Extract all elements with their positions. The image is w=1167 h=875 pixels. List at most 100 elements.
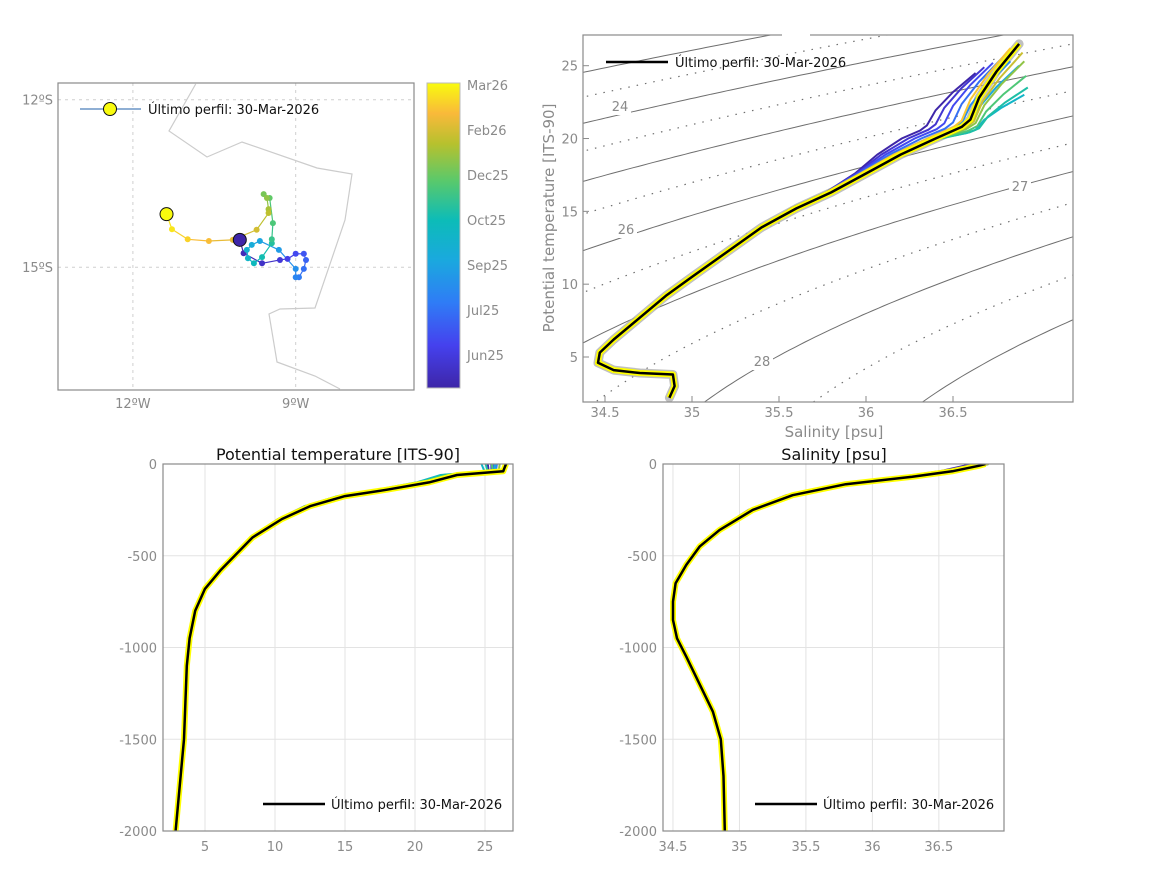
- density-contour: [583, 115, 1073, 252]
- ts-diagram-panel: 24 26 27 28 34.5 35 35.5 36 36.5 5 10 15 20 25 Salin…: [540, 30, 1074, 441]
- density-contour: [594, 201, 1073, 402]
- historic-ts-profiles: [593, 39, 1024, 402]
- tp-xtick-label: 25: [477, 840, 494, 855]
- track-point: [268, 236, 275, 243]
- density-contour: [921, 319, 1073, 402]
- contour-label-bg: [751, 354, 773, 370]
- track-point: [250, 260, 257, 267]
- track-point: [205, 237, 212, 244]
- ts-ytick-label: 5: [570, 351, 578, 366]
- density-contour: [583, 35, 774, 73]
- sp-xtick-label: 35.5: [791, 840, 820, 855]
- map-xtick-label: 12ºW: [115, 397, 151, 412]
- tp-ytick-label: -1500: [119, 733, 157, 748]
- tp-xtick-label: 10: [267, 840, 284, 855]
- track-point: [292, 265, 299, 272]
- map-ytick-label: 15ºS: [22, 261, 53, 276]
- sp-xtick-label: 36: [864, 840, 881, 855]
- colorbar-tick-label: Jul25: [466, 304, 499, 319]
- temperature-profile-panel: Potential temperature [ITS-90] 5 10 15 20 25…: [119, 445, 514, 855]
- temperature-profile-title: Potential temperature [ITS-90]: [216, 445, 460, 464]
- track-point: [265, 210, 272, 217]
- colorbar-tick-label: Jun25: [466, 349, 504, 364]
- colorbar-tick-label: Oct25: [467, 214, 506, 229]
- historic-ts-profile: [596, 60, 1012, 399]
- track-point: [184, 236, 191, 243]
- sp-xtick-label: 36.5: [924, 840, 953, 855]
- track-segment: [256, 212, 270, 231]
- colorbar: [426, 82, 461, 389]
- tp-ytick-label: 0: [149, 458, 157, 473]
- temperature-axes-box: [162, 463, 514, 832]
- track-point: [248, 241, 255, 248]
- track-segment: [171, 228, 189, 240]
- tp-ytick-label: -2000: [119, 825, 157, 840]
- density-contour: [583, 35, 891, 98]
- ts-ytick-label: 20: [561, 133, 578, 148]
- colorbar-tick-label: Dec25: [467, 169, 509, 184]
- track-point: [263, 194, 270, 201]
- salinity-profile-title: Salinity [psu]: [781, 445, 886, 464]
- last-ts-profile: [596, 43, 1021, 399]
- density-contour: [812, 274, 1073, 402]
- track-point: [303, 256, 310, 263]
- density-contour: [583, 142, 1073, 294]
- historic-ts-profile: [596, 47, 1012, 399]
- ts-legend-label: Último perfil: 30-Mar-2026: [675, 55, 846, 71]
- temperature-legend-label: Último perfil: 30-Mar-2026: [331, 797, 502, 813]
- eez-boundary-line: [168, 83, 353, 390]
- first-profile-marker: [232, 232, 247, 247]
- ts-ytick-label: 10: [561, 278, 578, 293]
- ts-legend: Último perfil: 30-Mar-2026: [606, 55, 846, 71]
- colorbar-tick-label: Sep25: [467, 259, 508, 274]
- ts-xtick-label: 36.5: [939, 406, 968, 421]
- track-point: [259, 260, 266, 267]
- salinity-legend-label: Último perfil: 30-Mar-2026: [823, 797, 994, 813]
- map-axes-box: [57, 82, 415, 391]
- ts-xtick-label: 35: [684, 406, 701, 421]
- track-segment: [261, 259, 281, 264]
- sp-xtick-label: 35: [731, 840, 748, 855]
- ts-ytick-label: 15: [561, 205, 578, 220]
- map-legend: Último perfil: 30-Mar-2026: [80, 102, 319, 118]
- sp-xtick-label: 34.5: [658, 840, 687, 855]
- track-point: [300, 250, 307, 257]
- track-point: [259, 254, 266, 261]
- track-point: [292, 274, 299, 281]
- contour-label: 28: [754, 355, 771, 370]
- tp-xtick-label: 20: [407, 840, 424, 855]
- salinity-profile-panel: Salinity [psu] 34.5 35 35.5 36 36.5 0 -500 -100…: [619, 445, 1005, 855]
- ts-xtick-label: 36: [858, 406, 875, 421]
- map-legend-label: Último perfil: 30-Mar-2026: [148, 102, 319, 118]
- historic-ts-profile: [596, 93, 1025, 399]
- track-point: [300, 265, 307, 272]
- salinity-axes-box: [662, 463, 1005, 832]
- sp-ytick-label: -500: [627, 550, 657, 565]
- density-contour: [703, 236, 1073, 402]
- track-point: [269, 220, 276, 227]
- salinity-legend: Último perfil: 30-Mar-2026: [755, 797, 994, 813]
- contour-label-bg: [615, 222, 637, 238]
- sp-ytick-label: -1500: [619, 733, 657, 748]
- last-profile-marker: [159, 207, 174, 222]
- track-segment: [243, 252, 263, 264]
- sp-last-profile: [671, 464, 986, 831]
- ts-axes-box: [582, 34, 1074, 403]
- track-segment: [269, 197, 274, 224]
- contour-label: 26: [618, 223, 635, 238]
- track-point: [275, 246, 282, 253]
- density-contour: [583, 66, 1073, 182]
- temperature-legend: Último perfil: 30-Mar-2026: [263, 797, 502, 813]
- trajectory-map-panel: 12ºW 9ºW 12ºS 15ºS Último perfil: 30-Mar-20…: [22, 79, 509, 412]
- track-point: [284, 255, 291, 262]
- track-point: [253, 226, 260, 233]
- historic-ts-profile: [596, 72, 977, 399]
- track-point: [256, 237, 263, 244]
- historic-ts-profile: [596, 66, 985, 399]
- tp-ytick-label: -500: [127, 550, 157, 565]
- tp-xtick-label: 5: [201, 840, 209, 855]
- track-segment: [187, 238, 209, 242]
- historic-ts-profile: [596, 86, 1029, 399]
- contour-label-bg: [609, 99, 631, 115]
- track-point: [292, 250, 299, 257]
